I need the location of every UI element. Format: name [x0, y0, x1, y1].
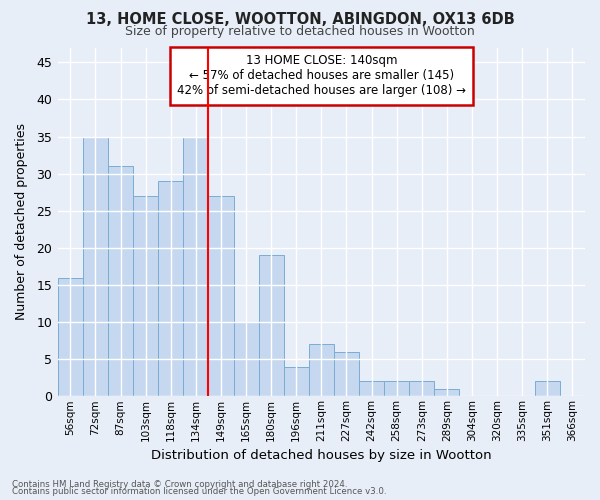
Bar [208, 196, 233, 396]
Bar [158, 181, 183, 396]
Bar [309, 344, 334, 397]
Bar [133, 196, 158, 396]
Bar [334, 352, 359, 397]
Text: Size of property relative to detached houses in Wootton: Size of property relative to detached ho… [125, 25, 475, 38]
Text: 13, HOME CLOSE, WOOTTON, ABINGDON, OX13 6DB: 13, HOME CLOSE, WOOTTON, ABINGDON, OX13 … [86, 12, 514, 28]
Bar [359, 382, 384, 396]
Bar [58, 278, 83, 396]
Text: Contains HM Land Registry data © Crown copyright and database right 2024.: Contains HM Land Registry data © Crown c… [12, 480, 347, 489]
Bar [409, 382, 434, 396]
Bar [284, 366, 309, 396]
Bar [535, 382, 560, 396]
Text: 13 HOME CLOSE: 140sqm
← 57% of detached houses are smaller (145)
42% of semi-det: 13 HOME CLOSE: 140sqm ← 57% of detached … [177, 54, 466, 98]
Y-axis label: Number of detached properties: Number of detached properties [15, 124, 28, 320]
Bar [384, 382, 409, 396]
Bar [233, 322, 259, 396]
Bar [259, 256, 284, 396]
Bar [434, 389, 460, 396]
Bar [183, 136, 208, 396]
Bar [108, 166, 133, 396]
X-axis label: Distribution of detached houses by size in Wootton: Distribution of detached houses by size … [151, 450, 491, 462]
Text: Contains public sector information licensed under the Open Government Licence v3: Contains public sector information licen… [12, 488, 386, 496]
Bar [83, 136, 108, 396]
